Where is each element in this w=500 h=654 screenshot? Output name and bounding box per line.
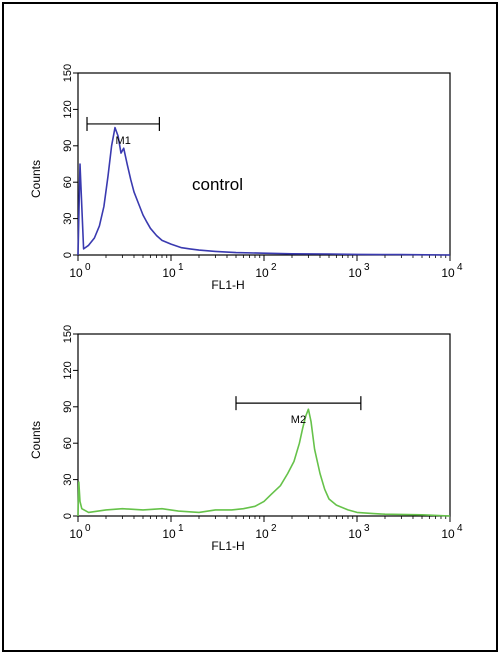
y-tick-label: 90 (62, 401, 74, 413)
x-tick-exponent: 4 (457, 523, 463, 534)
x-tick-exponent: 3 (364, 523, 370, 534)
histogram-series-line (77, 408, 451, 517)
y-axis-label: Counts (29, 421, 43, 459)
x-tick-exponent: 2 (271, 523, 277, 534)
x-tick-label: 10 (441, 266, 455, 280)
x-tick-exponent: 0 (85, 523, 91, 534)
x-tick-exponent: 1 (178, 523, 184, 534)
y-tick-label: 120 (62, 100, 74, 118)
x-tick-label: 10 (162, 266, 176, 280)
x-tick-exponent: 3 (364, 262, 370, 273)
x-tick-label: 10 (441, 527, 455, 541)
gate-label: M2 (291, 414, 306, 426)
x-tick-exponent: 1 (178, 262, 184, 273)
x-tick-label: 10 (255, 527, 269, 541)
x-tick-exponent: 0 (85, 262, 91, 273)
y-tick-label: 0 (62, 252, 74, 258)
x-tick-label: 10 (69, 266, 83, 280)
y-tick-label: 120 (62, 361, 74, 379)
x-axis-label: FL1-H (211, 539, 244, 553)
plot-area-frame (77, 72, 451, 256)
x-axis-label: FL1-H (211, 278, 244, 292)
y-tick-label: 90 (62, 140, 74, 152)
x-tick-label: 10 (255, 266, 269, 280)
y-tick-label: 60 (62, 176, 74, 188)
y-tick-label: 30 (62, 473, 74, 485)
x-tick-label: 10 (348, 266, 362, 280)
x-tick-label: 10 (69, 527, 83, 541)
y-tick-label: 150 (62, 325, 74, 343)
y-axis-label: Counts (29, 160, 43, 198)
x-tick-exponent: 4 (457, 262, 463, 273)
x-tick-label: 10 (162, 527, 176, 541)
y-tick-label: 60 (62, 437, 74, 449)
plot-area-frame (77, 333, 451, 517)
y-tick-label: 150 (62, 64, 74, 82)
sample-annotation: control (192, 175, 243, 194)
histogram-series-line (77, 126, 451, 256)
y-tick-label: 0 (62, 513, 74, 519)
y-tick-label: 30 (62, 212, 74, 224)
x-tick-label: 10 (348, 527, 362, 541)
gate-label: M1 (116, 135, 131, 147)
x-tick-exponent: 2 (271, 262, 277, 273)
